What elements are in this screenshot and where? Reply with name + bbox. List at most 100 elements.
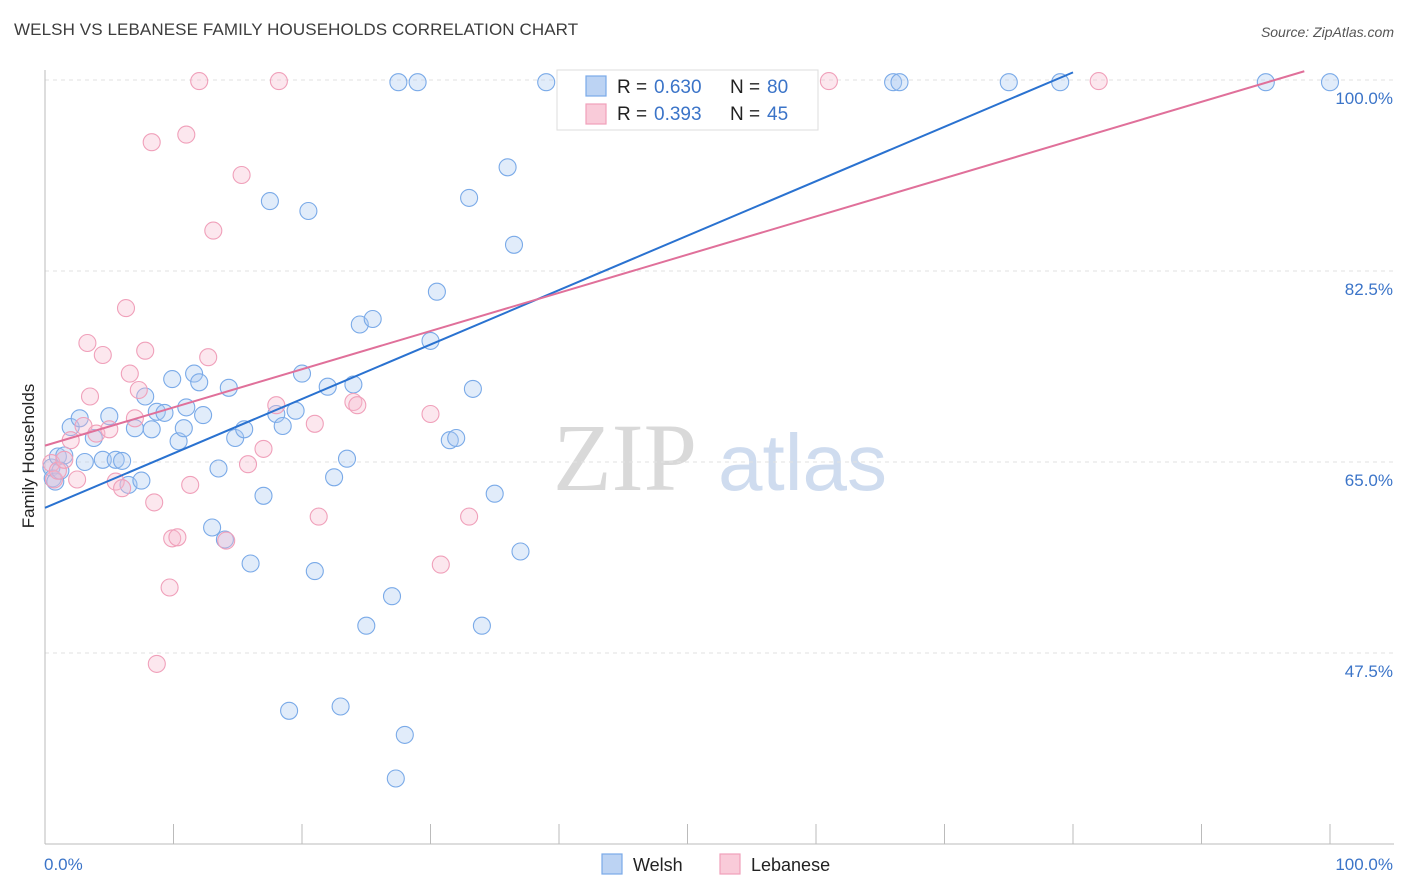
data-point-welsh (260, 192, 279, 211)
data-point-welsh (299, 201, 318, 221)
data-point-welsh (498, 158, 517, 177)
source-credit[interactable]: Source: ZipAtlas.com (1260, 24, 1394, 40)
x-tick-label-min: 0.0% (44, 855, 83, 874)
data-point-lebanese (217, 531, 236, 550)
data-point-welsh (292, 364, 312, 383)
data-point-welsh (344, 375, 363, 394)
data-point-lebanese (1089, 72, 1108, 91)
data-point-lebanese (269, 72, 288, 91)
data-point-welsh (132, 471, 151, 490)
bottom-legend-label-welsh[interactable]: Welsh (633, 855, 683, 875)
data-point-lebanese (80, 387, 100, 406)
data-point-welsh (463, 379, 482, 398)
data-point-welsh (185, 364, 204, 383)
data-point-lebanese (142, 133, 161, 152)
data-point-lebanese (44, 470, 64, 489)
data-point-welsh (511, 542, 530, 561)
data-point-welsh (504, 235, 524, 254)
trend-line-welsh (44, 71, 1074, 509)
legend-welsh-r-label: R = (617, 77, 647, 98)
data-point-lebanese (309, 507, 328, 526)
data-point-lebanese (177, 125, 196, 144)
data-point-lebanese (421, 404, 440, 424)
data-point-welsh (194, 406, 213, 425)
legend-lebanese-n-label: N = (730, 104, 760, 125)
data-point-welsh (209, 459, 228, 478)
data-point-welsh (106, 450, 125, 469)
legend-welsh-n-value: 80 (767, 77, 788, 98)
data-point-welsh (460, 188, 479, 207)
y-axis-title: Family Households (19, 384, 38, 529)
watermark-zip: ZIP (553, 404, 697, 511)
legend-lebanese-n-value: 45 (767, 104, 788, 125)
data-point-welsh (389, 73, 408, 92)
data-point-lebanese (129, 380, 148, 400)
series-legend[interactable]: Welsh Lebanese (601, 853, 830, 875)
data-point-welsh (93, 450, 112, 469)
data-point-lebanese (254, 439, 273, 458)
data-point-welsh (241, 554, 260, 573)
data-point-lebanese (120, 364, 139, 383)
data-point-welsh (142, 420, 161, 439)
data-point-welsh (280, 701, 299, 720)
data-point-lebanese (145, 493, 164, 512)
data-point-welsh (305, 562, 324, 581)
legend-swatch-welsh (585, 75, 607, 97)
data-point-lebanese (819, 72, 838, 91)
series-welsh (42, 73, 1340, 788)
y-tick-label: 82.5% (1345, 280, 1393, 299)
stats-legend: R = 0.630 N = 80 R = 0.393 N = 45 (556, 69, 819, 131)
data-point-welsh (100, 407, 119, 426)
data-point-lebanese (48, 461, 67, 480)
data-point-welsh (113, 451, 132, 470)
bottom-legend-swatch-lebanese[interactable] (719, 853, 741, 875)
legend-welsh-r-value: 0.630 (654, 77, 702, 98)
series-lebanese (42, 72, 1108, 673)
legend-welsh-n-label: N = (730, 77, 760, 98)
data-point-lebanese (55, 450, 74, 469)
y-tick-label: 65.0% (1345, 471, 1393, 490)
bottom-legend-swatch-welsh[interactable] (601, 853, 623, 875)
data-point-welsh (337, 449, 357, 468)
y-tick-label: 47.5% (1345, 662, 1393, 681)
x-tick-label-max: 100.0% (1335, 855, 1393, 874)
data-point-lebanese (305, 414, 324, 433)
data-point-welsh (163, 370, 182, 389)
data-point-welsh (408, 73, 427, 92)
watermark: ZIP atlas (553, 404, 887, 511)
bottom-legend-label-lebanese[interactable]: Lebanese (751, 855, 830, 875)
data-point-lebanese (190, 72, 209, 91)
data-point-welsh (273, 416, 292, 436)
data-point-welsh (395, 725, 414, 744)
data-point-welsh (447, 428, 466, 448)
watermark-atlas: atlas (718, 418, 887, 507)
data-point-welsh (537, 73, 556, 92)
data-point-welsh (427, 282, 446, 301)
data-point-lebanese (460, 507, 479, 526)
data-point-welsh (1320, 73, 1340, 92)
y-tick-labels: 47.5% 65.0% 82.5% 100.0% (1335, 89, 1393, 681)
data-point-welsh (999, 73, 1018, 92)
legend-lebanese-r-label: R = (617, 104, 647, 125)
data-point-lebanese (232, 165, 251, 185)
data-point-lebanese (78, 333, 97, 353)
data-point-lebanese (348, 396, 367, 415)
data-point-lebanese (136, 341, 155, 360)
data-point-welsh (890, 73, 909, 92)
y-tick-label: 100.0% (1335, 89, 1393, 108)
chart-title: WELSH VS LEBANESE FAMILY HOUSEHOLDS CORR… (14, 20, 579, 39)
data-point-welsh (75, 452, 94, 472)
data-point-welsh (254, 486, 273, 505)
data-point-welsh (363, 309, 382, 329)
x-axis-ticks (44, 824, 1331, 844)
data-point-welsh (382, 587, 402, 606)
data-point-welsh (190, 373, 209, 392)
data-point-lebanese (267, 396, 286, 415)
data-point-lebanese (181, 475, 200, 494)
legend-lebanese-r-value: 0.393 (654, 104, 702, 125)
data-point-lebanese (238, 455, 258, 474)
data-point-welsh (174, 419, 193, 438)
data-point-lebanese (147, 654, 166, 673)
data-point-lebanese (113, 479, 132, 498)
